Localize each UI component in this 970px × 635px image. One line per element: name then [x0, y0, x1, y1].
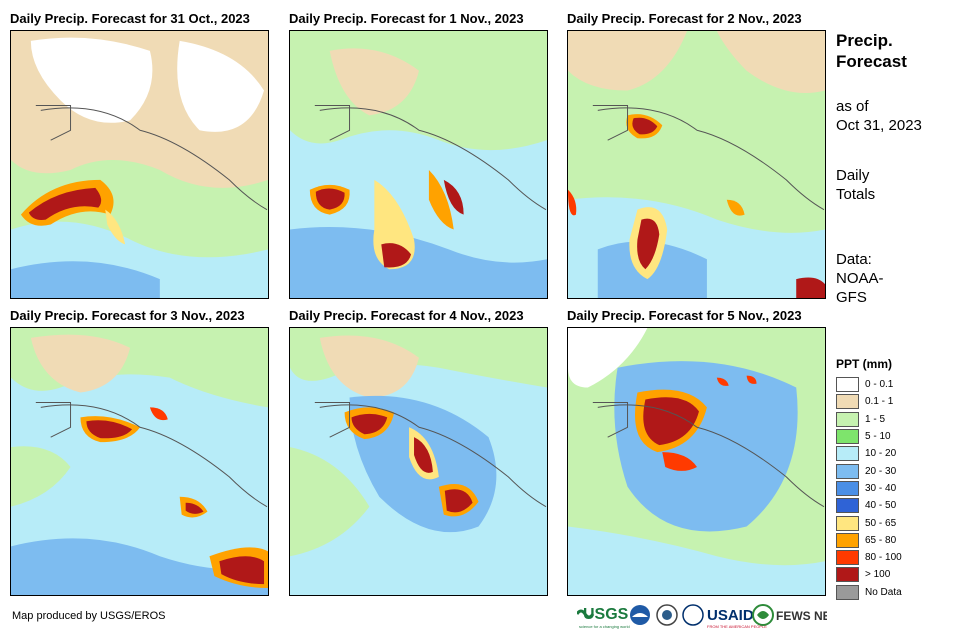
as-of-line2: Oct 31, 2023 — [836, 117, 922, 134]
legend-swatch — [836, 498, 859, 514]
legend-item: 10 - 20 — [836, 445, 902, 462]
legend-swatch — [836, 377, 859, 393]
legend-label: 65 - 80 — [865, 534, 897, 546]
panel-title-3: Daily Precip. Forecast for 2 Nov., 2023 — [567, 11, 802, 26]
legend-item: 1 - 5 — [836, 411, 902, 428]
legend-label: 50 - 65 — [865, 517, 897, 529]
legend-item: 50 - 65 — [836, 514, 902, 531]
panel-title-4: Daily Precip. Forecast for 3 Nov., 2023 — [10, 308, 245, 323]
as-of-line1: as of — [836, 98, 869, 115]
legend-label: 40 - 50 — [865, 500, 897, 512]
legend-label: > 100 — [865, 569, 891, 581]
panel-title-2: Daily Precip. Forecast for 1 Nov., 2023 — [289, 11, 524, 26]
sidebar-title: Precip. Forecast — [836, 30, 907, 72]
usaid-tagline: FROM THE AMERICAN PEOPLE — [707, 624, 767, 629]
fewsnet-logo: FEWS NET — [752, 604, 827, 626]
sidebar-title-line2: Forecast — [836, 52, 907, 71]
legend-item: > 100 — [836, 566, 902, 583]
legend-label: 1 - 5 — [865, 413, 886, 425]
legend-label: 0.1 - 1 — [865, 396, 894, 408]
legend-swatch — [836, 584, 859, 600]
legend-title: PPT (mm) — [836, 357, 893, 371]
as-of-date: as of Oct 31, 2023 — [836, 97, 922, 135]
agency-logos: USGS science for a changing world USAID … — [577, 604, 827, 629]
data-source-line3: GFS — [836, 289, 867, 306]
usgs-tagline: science for a changing world — [579, 624, 630, 629]
legend-item: 0.1 - 1 — [836, 393, 902, 410]
daily-totals-line1: Daily — [836, 167, 870, 184]
sidebar-title-line1: Precip. — [836, 31, 893, 50]
noaa-logo — [630, 605, 650, 625]
legend-label: 5 - 10 — [865, 431, 891, 443]
legend-label: 0 - 0.1 — [865, 379, 894, 391]
legend: 0 - 0.1 0.1 - 1 1 - 5 5 - 10 10 - 20 20 - 30 3… — [836, 376, 902, 601]
legend-item: 20 - 30 — [836, 462, 902, 479]
legend-label: 30 - 40 — [865, 482, 897, 494]
panel-title-1: Daily Precip. Forecast for 31 Oct., 2023 — [10, 11, 250, 26]
legend-swatch — [836, 394, 859, 410]
legend-label: 10 - 20 — [865, 448, 897, 460]
legend-item: 40 - 50 — [836, 497, 902, 514]
legend-item: 80 - 100 — [836, 549, 902, 566]
legend-swatch — [836, 446, 859, 462]
legend-item: 65 - 80 — [836, 532, 902, 549]
doi-logo — [656, 604, 678, 626]
legend-label: 20 - 30 — [865, 465, 897, 477]
legend-swatch — [836, 429, 859, 445]
legend-label: 80 - 100 — [865, 552, 902, 564]
legend-item: No Data — [836, 584, 902, 601]
legend-swatch — [836, 463, 859, 479]
fewsnet-logo-text: FEWS NET — [776, 609, 827, 623]
forecast-map-3 — [567, 30, 826, 299]
forecast-map-6 — [567, 327, 826, 596]
legend-swatch — [836, 411, 859, 427]
forecast-map-4 — [10, 327, 269, 596]
legend-item: 0 - 0.1 — [836, 376, 902, 393]
legend-label: No Data — [865, 586, 902, 598]
credit-text: Map produced by USGS/EROS — [12, 610, 166, 622]
daily-totals-line2: Totals — [836, 186, 876, 203]
panel-title-5: Daily Precip. Forecast for 4 Nov., 2023 — [289, 308, 524, 323]
forecast-map-5 — [289, 327, 548, 596]
usgs-logo: USGS science for a changing world — [577, 606, 630, 629]
data-source-line2: NOAA- — [836, 270, 884, 287]
legend-item: 5 - 10 — [836, 428, 902, 445]
legend-item: 30 - 40 — [836, 480, 902, 497]
legend-swatch — [836, 550, 859, 566]
data-source-line1: Data: — [836, 251, 872, 268]
daily-totals-label: Daily Totals — [836, 166, 875, 204]
forecast-map-1 — [10, 30, 269, 299]
forecast-map-2 — [289, 30, 548, 299]
usgs-logo-text: USGS — [583, 606, 629, 623]
legend-swatch — [836, 532, 859, 548]
legend-swatch — [836, 515, 859, 531]
usaid-logo-text: USAID — [707, 607, 754, 624]
usaid-logo: USAID FROM THE AMERICAN PEOPLE — [682, 604, 767, 629]
data-source-label: Data: NOAA- GFS — [836, 250, 884, 307]
legend-swatch — [836, 480, 859, 496]
panel-title-6: Daily Precip. Forecast for 5 Nov., 2023 — [567, 308, 802, 323]
legend-swatch — [836, 567, 859, 583]
